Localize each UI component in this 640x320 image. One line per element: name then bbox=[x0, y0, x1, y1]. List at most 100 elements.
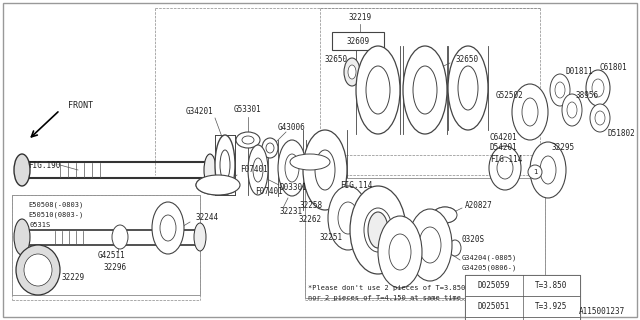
Ellipse shape bbox=[242, 136, 254, 144]
Text: 32650: 32650 bbox=[325, 55, 348, 65]
Ellipse shape bbox=[555, 82, 565, 98]
Text: G43006: G43006 bbox=[278, 124, 306, 132]
Text: D025051: D025051 bbox=[478, 302, 510, 311]
Text: 32262: 32262 bbox=[298, 215, 321, 225]
Bar bbox=[465, 275, 580, 296]
Text: E50510(0803-): E50510(0803-) bbox=[28, 212, 83, 218]
Text: G52502: G52502 bbox=[496, 91, 524, 100]
Ellipse shape bbox=[413, 66, 437, 114]
Ellipse shape bbox=[290, 154, 330, 170]
Ellipse shape bbox=[338, 202, 358, 234]
Circle shape bbox=[528, 165, 542, 179]
Ellipse shape bbox=[350, 186, 406, 274]
Ellipse shape bbox=[285, 154, 299, 182]
Ellipse shape bbox=[24, 254, 52, 286]
Ellipse shape bbox=[248, 145, 268, 195]
Ellipse shape bbox=[356, 46, 400, 134]
Text: D03301: D03301 bbox=[280, 183, 308, 193]
Text: A20827: A20827 bbox=[465, 201, 493, 210]
Ellipse shape bbox=[489, 146, 521, 190]
Text: T=3.925: T=3.925 bbox=[535, 302, 568, 311]
Ellipse shape bbox=[586, 70, 610, 106]
Text: C61801: C61801 bbox=[600, 63, 628, 73]
Text: C64201: C64201 bbox=[490, 132, 518, 141]
Text: 32296: 32296 bbox=[104, 263, 127, 273]
Ellipse shape bbox=[204, 154, 216, 186]
Text: 38956: 38956 bbox=[575, 91, 598, 100]
Text: 32229: 32229 bbox=[62, 274, 85, 283]
Text: 32219: 32219 bbox=[348, 13, 372, 22]
Text: FRONT: FRONT bbox=[68, 100, 93, 109]
Ellipse shape bbox=[348, 65, 356, 79]
Ellipse shape bbox=[562, 94, 582, 126]
Ellipse shape bbox=[522, 98, 538, 126]
Ellipse shape bbox=[112, 225, 128, 249]
Bar bbox=[465, 317, 580, 320]
Text: G34201: G34201 bbox=[186, 108, 214, 116]
Ellipse shape bbox=[236, 132, 260, 148]
Bar bbox=[332, 32, 384, 50]
Text: F07401: F07401 bbox=[255, 188, 283, 196]
Ellipse shape bbox=[389, 234, 411, 270]
Ellipse shape bbox=[449, 240, 461, 256]
Ellipse shape bbox=[378, 216, 422, 288]
Ellipse shape bbox=[408, 209, 452, 281]
Ellipse shape bbox=[194, 223, 206, 251]
Ellipse shape bbox=[419, 227, 441, 263]
Ellipse shape bbox=[368, 212, 388, 248]
Text: T=3.850: T=3.850 bbox=[535, 281, 568, 290]
Ellipse shape bbox=[364, 208, 392, 252]
Ellipse shape bbox=[16, 245, 60, 295]
Text: D01811: D01811 bbox=[565, 68, 593, 76]
Bar bbox=[305, 178, 545, 298]
Text: 32650: 32650 bbox=[455, 55, 478, 65]
Text: nor 2 pieces of T=4.150 at same time.: nor 2 pieces of T=4.150 at same time. bbox=[308, 295, 465, 301]
Text: *Please don't use 2 pieces of T=3.850: *Please don't use 2 pieces of T=3.850 bbox=[308, 285, 465, 291]
Text: E50508(-0803): E50508(-0803) bbox=[28, 202, 83, 208]
Text: A115001237: A115001237 bbox=[579, 308, 625, 316]
Ellipse shape bbox=[14, 154, 30, 186]
Bar bbox=[12, 195, 200, 295]
Bar bbox=[465, 275, 580, 320]
Text: 32231: 32231 bbox=[280, 207, 303, 217]
Text: FIG.114: FIG.114 bbox=[340, 180, 372, 189]
Bar bbox=[465, 296, 580, 317]
Ellipse shape bbox=[220, 150, 230, 180]
Ellipse shape bbox=[344, 58, 360, 86]
Ellipse shape bbox=[328, 186, 368, 250]
Text: 32609: 32609 bbox=[346, 36, 369, 45]
Ellipse shape bbox=[152, 202, 184, 254]
Ellipse shape bbox=[540, 156, 556, 184]
Ellipse shape bbox=[592, 79, 604, 97]
Text: G42511: G42511 bbox=[98, 251, 126, 260]
Ellipse shape bbox=[196, 175, 240, 195]
Ellipse shape bbox=[160, 215, 176, 241]
Text: 32251: 32251 bbox=[320, 234, 343, 243]
Ellipse shape bbox=[303, 130, 347, 210]
Text: G34204(-0805): G34204(-0805) bbox=[462, 255, 517, 261]
Ellipse shape bbox=[14, 219, 30, 255]
Ellipse shape bbox=[550, 74, 570, 106]
Ellipse shape bbox=[366, 66, 390, 114]
Ellipse shape bbox=[595, 111, 605, 125]
Ellipse shape bbox=[315, 150, 335, 190]
Ellipse shape bbox=[530, 142, 566, 198]
Ellipse shape bbox=[403, 46, 447, 134]
Text: 0531S: 0531S bbox=[30, 222, 51, 228]
Text: F07401: F07401 bbox=[240, 165, 268, 174]
Ellipse shape bbox=[458, 66, 478, 110]
Text: 0320S: 0320S bbox=[462, 236, 485, 244]
Text: 1: 1 bbox=[532, 169, 537, 175]
Text: G34205(0806-): G34205(0806-) bbox=[462, 265, 517, 271]
Ellipse shape bbox=[278, 140, 306, 196]
Text: D51802: D51802 bbox=[607, 129, 635, 138]
Text: D54201: D54201 bbox=[490, 143, 518, 153]
Ellipse shape bbox=[448, 46, 488, 130]
Text: G53301: G53301 bbox=[234, 106, 262, 115]
Ellipse shape bbox=[253, 158, 263, 182]
Text: 32295: 32295 bbox=[552, 143, 575, 153]
Text: D025059: D025059 bbox=[478, 281, 510, 290]
Ellipse shape bbox=[433, 207, 457, 223]
Ellipse shape bbox=[266, 143, 274, 153]
Text: FIG.114: FIG.114 bbox=[490, 155, 522, 164]
